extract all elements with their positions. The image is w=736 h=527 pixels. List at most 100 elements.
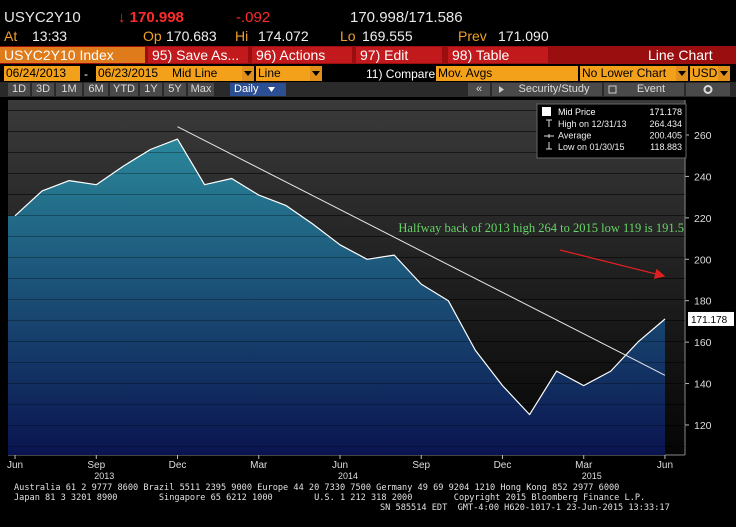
- start-date[interactable]: 06/24/2013: [4, 66, 80, 81]
- band-stripe: [8, 110, 685, 111]
- action-button[interactable]: 98) Table: [448, 47, 548, 63]
- y-tick-label: 200: [694, 254, 712, 266]
- annotation: Halfway back of 2013 high 264 to 2015 lo…: [398, 221, 684, 235]
- band-stripe: [8, 320, 685, 321]
- arrow: [559, 249, 666, 279]
- band-stripe: [8, 110, 685, 111]
- dropdown-arrows: [242, 66, 730, 81]
- frequency-label: Daily: [234, 83, 259, 95]
- period-button[interactable]: 1M: [56, 83, 82, 96]
- area: [8, 139, 665, 455]
- legend-icon: [546, 142, 552, 150]
- action-button[interactable]: 97) Edit: [356, 47, 442, 63]
- footer-line: Australia 61 2 9777 8600 Brazil 5511 239…: [14, 483, 620, 493]
- y-tick-label: 220: [694, 213, 712, 225]
- bid-ask: 170.998/171.586: [350, 9, 463, 26]
- y-tick-label: 120: [694, 420, 712, 432]
- band-stripe: [8, 278, 685, 279]
- compare-button[interactable]: 11) Compare: [366, 67, 436, 81]
- security-study-button[interactable]: Security/Study: [492, 83, 602, 96]
- chart-type: Line Chart: [648, 47, 713, 63]
- event-button[interactable]: Event: [604, 83, 684, 96]
- band-stripe: [8, 236, 685, 237]
- footer-line: Japan 81 3 3201 8900 Singapore 65 6212 1…: [14, 493, 646, 503]
- legend-swatch: [542, 107, 551, 116]
- field-select[interactable]: Mid Line: [170, 66, 244, 81]
- year-label: 2014: [338, 471, 358, 481]
- band-stripe: [8, 194, 685, 195]
- x-tick-label: Dec: [169, 460, 187, 471]
- y-tick-label: 160: [694, 337, 712, 349]
- currency-select[interactable]: USD: [690, 66, 720, 81]
- band-stripe: [8, 194, 685, 195]
- band-stripe: [8, 152, 685, 153]
- band-stripe: [8, 341, 685, 342]
- band-stripe: [8, 446, 685, 447]
- band-stripe: [8, 299, 685, 300]
- legend: Mid Price 171.178 High on 12/31/13 264.434 A…: [536, 103, 687, 159]
- settings-button[interactable]: [686, 83, 730, 96]
- action-button[interactable]: 95) Save As...: [148, 47, 248, 63]
- period-button[interactable]: 6M: [84, 83, 108, 96]
- stat-value: 264.434: [649, 119, 682, 129]
- period-button[interactable]: YTD: [110, 83, 138, 96]
- period-button[interactable]: 3D: [32, 83, 54, 96]
- period-button[interactable]: 1Y: [140, 83, 162, 96]
- period-button[interactable]: 1D: [8, 83, 30, 96]
- x-tick-label: Mar: [250, 460, 268, 471]
- legend-name: Mid Price: [558, 107, 596, 117]
- quote-label: At: [4, 28, 18, 44]
- quote-label: Lo: [340, 28, 356, 44]
- studies-select[interactable]: Mov. Avgs: [436, 66, 578, 81]
- band-stripe: [8, 257, 685, 258]
- lower-chart-select[interactable]: No Lower Chart: [580, 66, 678, 81]
- band-stripe: [8, 173, 685, 174]
- style-select[interactable]: Line: [256, 66, 312, 81]
- collapse-button[interactable]: «: [468, 83, 490, 96]
- net-change: -.092: [236, 9, 271, 26]
- quote-value: 13:33: [32, 28, 68, 44]
- end-date[interactable]: 06/23/2015: [96, 66, 170, 81]
- band-stripe: [8, 215, 685, 216]
- band-stripe: [8, 215, 685, 216]
- x-tick-label: Sep: [87, 460, 105, 471]
- band-stripe: [8, 173, 685, 174]
- y-tick-label: 260: [694, 130, 712, 142]
- last-value-box: [688, 311, 734, 326]
- band-stripe: [8, 425, 685, 426]
- y-tick-label: 240: [694, 171, 712, 183]
- quote-value: 170.683: [166, 28, 217, 44]
- trendline: [177, 126, 666, 376]
- quote-label: Hi: [235, 28, 249, 44]
- legend-icon: [546, 119, 552, 127]
- x-tick-label: Sep: [412, 460, 430, 471]
- legend-icon: [544, 134, 554, 138]
- quote-label: Prev: [458, 28, 487, 44]
- band-stripe: [8, 236, 685, 237]
- quote-value: 171.090: [498, 28, 549, 44]
- quote-value: 174.072: [258, 28, 309, 44]
- y-tick-label: 180: [694, 296, 712, 308]
- ticker: USYC2Y10: [4, 9, 81, 26]
- band-stripe: [8, 131, 685, 132]
- period-button[interactable]: 5Y: [164, 83, 186, 96]
- last-price: ↓ 170.998: [118, 9, 184, 26]
- action-button[interactable]: 96) Actions: [252, 47, 352, 63]
- toolbar-icons: [268, 85, 713, 94]
- security-field[interactable]: USYC2Y10 Index: [0, 47, 145, 63]
- legend-value: 171.178: [649, 107, 682, 117]
- year-label: 2013: [94, 471, 114, 481]
- band-stripe: [8, 131, 685, 132]
- x-tick-label: Mar: [575, 460, 593, 471]
- line: [14, 138, 666, 416]
- quote-label: Op: [143, 28, 162, 44]
- x-tick-label: Jun: [7, 460, 23, 471]
- x-tick-label: Jun: [657, 460, 673, 471]
- year-label: 2015: [582, 471, 602, 481]
- period-button[interactable]: Max: [188, 83, 214, 96]
- band-stripe: [8, 404, 685, 405]
- frequency-select[interactable]: Daily: [230, 83, 286, 96]
- chart: 120 140 160 180 200 220 240 260 Jun Sep Dec Mar Jun S…: [7, 100, 734, 481]
- band-stripe: [8, 152, 685, 153]
